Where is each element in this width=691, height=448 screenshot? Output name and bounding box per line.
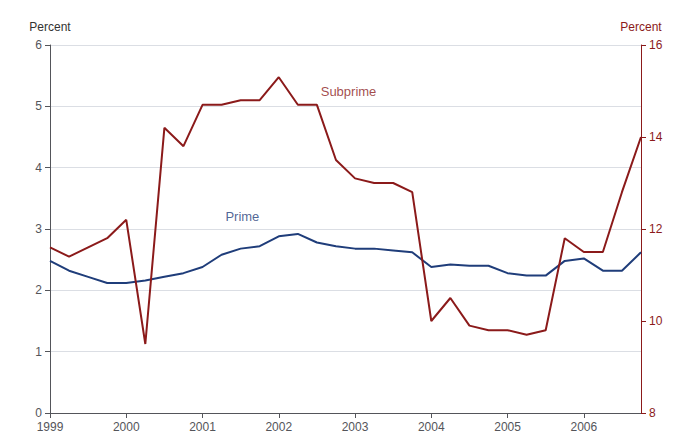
svg-text:5: 5 [35, 99, 42, 113]
svg-text:2002: 2002 [265, 420, 292, 434]
svg-text:6: 6 [35, 38, 42, 52]
svg-text:3: 3 [35, 222, 42, 236]
svg-text:2000: 2000 [113, 420, 140, 434]
svg-text:2005: 2005 [494, 420, 521, 434]
svg-text:0: 0 [35, 406, 42, 420]
svg-text:12: 12 [649, 222, 663, 236]
svg-text:2003: 2003 [342, 420, 369, 434]
svg-text:10: 10 [649, 314, 663, 328]
svg-text:1: 1 [35, 345, 42, 359]
svg-text:4: 4 [35, 161, 42, 175]
svg-text:1999: 1999 [37, 420, 64, 434]
svg-text:Prime: Prime [225, 209, 259, 224]
svg-text:Percent: Percent [29, 20, 71, 34]
svg-text:2004: 2004 [418, 420, 445, 434]
svg-text:Percent: Percent [620, 20, 662, 34]
svg-text:14: 14 [649, 130, 663, 144]
svg-text:Subprime: Subprime [321, 84, 377, 99]
svg-text:2: 2 [35, 283, 42, 297]
svg-text:2001: 2001 [189, 420, 216, 434]
svg-text:8: 8 [649, 406, 656, 420]
svg-text:16: 16 [649, 38, 663, 52]
svg-text:2006: 2006 [570, 420, 597, 434]
